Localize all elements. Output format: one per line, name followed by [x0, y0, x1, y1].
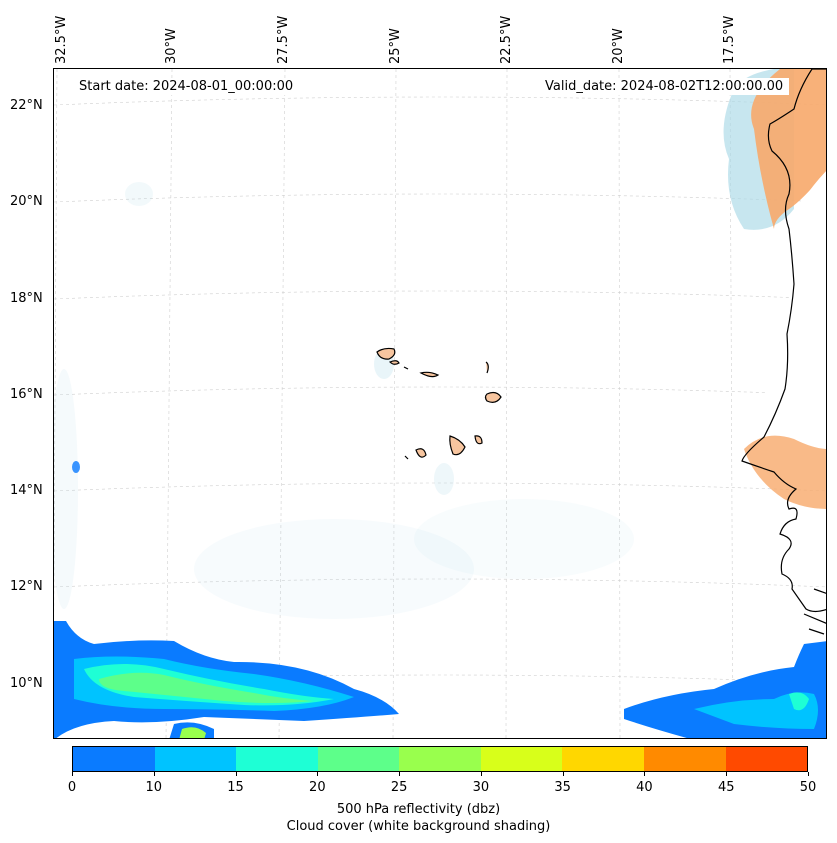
lat-label: 16°N [10, 387, 43, 402]
colorbar-segment [399, 747, 481, 771]
island-santo-antao [376, 347, 396, 360]
coastline-fragment [803, 588, 826, 635]
colorbar-tick [808, 772, 809, 776]
colorbar-segment [725, 747, 808, 771]
colorbar-segment [562, 747, 644, 771]
lat-label: 10°N [10, 676, 43, 691]
colorbar-tick-label: 30 [472, 780, 490, 795]
colorbar-tick [726, 772, 728, 776]
island-brava [404, 455, 409, 460]
meridian-line [392, 69, 397, 738]
colorbar-tick-label: 45 [717, 780, 735, 795]
colorbar-tick [72, 772, 73, 776]
cloud-patch [125, 182, 153, 206]
colorbar-tick [235, 772, 237, 776]
colorbar-tick-label: 15 [227, 780, 244, 795]
reflectivity-contours [54, 621, 826, 738]
lat-label: 12°N [10, 579, 43, 594]
colorbar-tick [480, 772, 482, 776]
meridian-line [165, 69, 173, 738]
parallel-line [54, 96, 826, 106]
graticule [54, 69, 826, 738]
colorbar-tick-label: 25 [390, 780, 408, 795]
parallel-line [54, 386, 826, 396]
colorbar-sublabel: Cloud cover (white background shading) [286, 819, 551, 834]
lon-label: 32.5°W [54, 15, 69, 64]
colorbar-tick-label: 10 [145, 780, 163, 795]
colorbar-segment [73, 747, 155, 771]
cape-verde-islands [376, 347, 502, 460]
island-sal [485, 361, 489, 374]
colorbar [72, 746, 808, 772]
reflectivity-band [99, 672, 314, 703]
land-patch [751, 69, 826, 229]
colorbar-segment [317, 747, 400, 771]
land-shading [744, 69, 826, 509]
meridian-line [505, 69, 508, 738]
colorbar-tick-label: 40 [636, 780, 653, 795]
colorbar-label: 500 hPa reflectivity (dbz) [336, 802, 501, 817]
island-santa-luzia [403, 366, 409, 370]
colorbar-tick [644, 772, 646, 776]
lon-label: 20°W [611, 28, 626, 64]
colorbar-segment [480, 747, 563, 771]
parallel-line [54, 578, 826, 588]
cloud-patch [414, 499, 634, 579]
colorbar-tick [399, 772, 401, 776]
lon-label: 27.5°W [276, 15, 291, 64]
cloud-patch [194, 519, 474, 619]
meridian-line [278, 69, 286, 738]
island-maio [474, 435, 483, 445]
island-sao-vicente [388, 360, 400, 365]
colorbar-tick-label: 0 [67, 780, 77, 795]
colorbar-segment [236, 747, 318, 771]
start-date-label: Start date: 2024-08-01_00:00:00 [73, 78, 300, 95]
colorbar-tick [153, 772, 155, 776]
map-panel[interactable] [53, 68, 827, 739]
meridian-line [618, 69, 621, 738]
lon-label: 17.5°W [722, 15, 737, 64]
colorbar-tick [317, 772, 319, 776]
island-fogo [415, 448, 427, 458]
lat-label: 18°N [10, 291, 43, 306]
colorbar-segment [643, 747, 726, 771]
cloud-patch [72, 461, 80, 473]
island-santiago [449, 435, 466, 456]
reflectivity-band [694, 692, 818, 729]
cloud-patch [434, 463, 454, 495]
parallel-line [54, 290, 826, 300]
parallel-line [54, 482, 826, 492]
land-patch [764, 171, 826, 439]
colorbar-tick-label: 35 [554, 780, 571, 795]
parallel-line [54, 193, 826, 203]
colorbar-tick [562, 772, 564, 776]
lon-label: 25°W [388, 28, 403, 64]
valid-date-label: Valid_date: 2024-08-02T12:00:00.00 [539, 78, 790, 95]
land-patch [744, 435, 826, 509]
meridian-line [729, 69, 734, 738]
lat-label: 22°N [10, 98, 43, 113]
island-boa-vista [484, 391, 502, 403]
lat-label: 20°N [10, 194, 43, 209]
colorbar-tick-label: 20 [309, 780, 326, 795]
cloud-patch [54, 369, 78, 609]
lon-label: 30°W [164, 28, 179, 64]
cloud-cover [54, 69, 794, 619]
lon-label: 22.5°W [499, 15, 514, 64]
island-sao-nicolau [419, 371, 440, 378]
reflectivity-band [179, 727, 206, 738]
colorbar-tick-label: 50 [799, 780, 817, 795]
coastline-africa [741, 69, 826, 613]
colorbar-segment [154, 747, 237, 771]
reflectivity-band [789, 692, 809, 711]
map-canvas [54, 69, 826, 738]
lat-label: 14°N [10, 483, 43, 498]
